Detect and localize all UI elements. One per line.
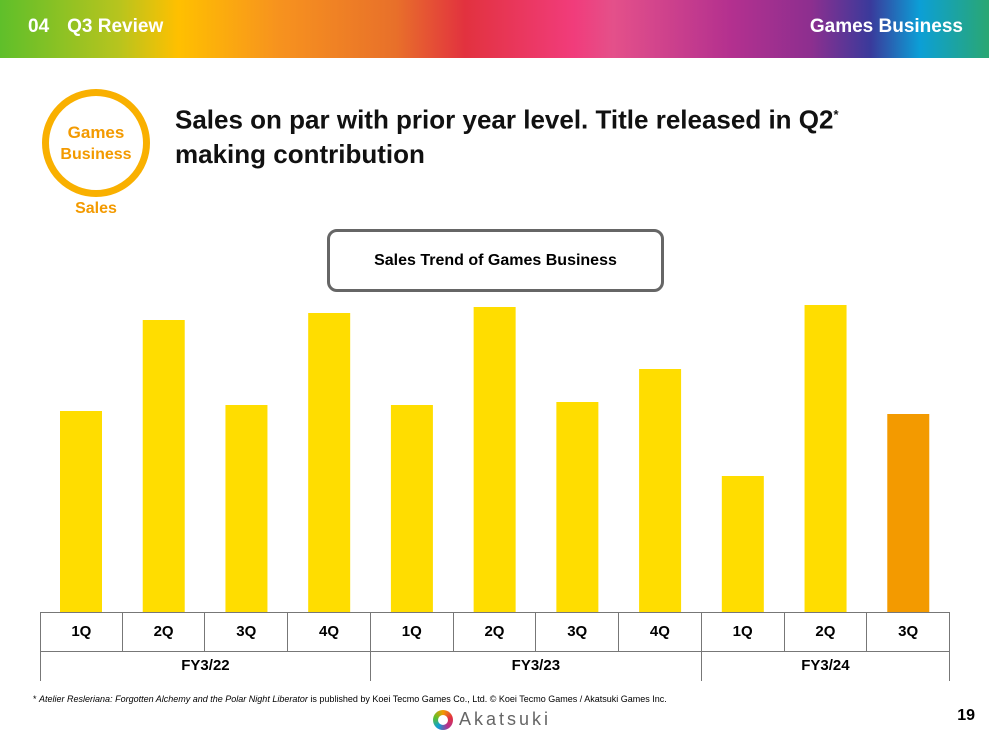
- category-label: 1Q: [702, 612, 785, 651]
- header-right: Games Business: [809, 16, 963, 37]
- badge-label: Sales: [75, 200, 117, 217]
- bar-4: [390, 405, 433, 612]
- group-label: FY3/22: [40, 651, 371, 681]
- category-label: 4Q: [288, 612, 371, 651]
- section-label: Q3 Review: [67, 16, 164, 37]
- category-label: 3Q: [205, 612, 289, 651]
- headline-footnote-mark: *: [833, 107, 839, 122]
- games-business-badge: Games Business: [42, 89, 150, 197]
- footnote-title: Atelier Resleriana: Forgotten Alchemy an…: [39, 694, 308, 704]
- category-label: 3Q: [536, 612, 620, 651]
- bar-9: [804, 305, 847, 612]
- akatsuki-logo: Akatsuki: [433, 709, 551, 730]
- section-number: 04: [28, 16, 50, 37]
- page-number: 19: [957, 707, 975, 724]
- badge-line1: Games: [67, 123, 125, 142]
- bar-7: [639, 369, 682, 612]
- category-label: 4Q: [619, 612, 702, 651]
- logo-text: Akatsuki: [459, 709, 552, 729]
- category-label: 2Q: [454, 612, 537, 651]
- bar-1: [142, 320, 185, 612]
- table-line: [40, 651, 950, 652]
- category-label: 1Q: [371, 612, 454, 651]
- group-label: FY3/23: [371, 651, 702, 681]
- bar-0: [60, 411, 102, 612]
- category-label: 1Q: [40, 612, 123, 651]
- header-banner: 04 Q3 Review Games Business: [0, 0, 989, 58]
- headline-line2: making contribution: [175, 138, 425, 169]
- footnote-mark: *: [33, 694, 37, 704]
- bar-5: [473, 307, 516, 612]
- category-label: 2Q: [785, 612, 868, 651]
- bar-2: [225, 405, 268, 612]
- bar-10: [887, 414, 930, 612]
- bar-3: [308, 313, 351, 612]
- footnote-text: is published by Koei Tecmo Games Co., Lt…: [307, 694, 667, 704]
- page-title: Sales on par with prior year level. Titl…: [175, 98, 839, 171]
- bar-6: [556, 402, 599, 612]
- section-title: 04 Q3 Review: [28, 16, 181, 38]
- headline-line1: Sales on par with prior year level. Titl…: [175, 104, 834, 135]
- badge-line2: Business: [60, 146, 132, 163]
- chart-title: Sales Trend of Games Business: [327, 229, 664, 292]
- category-label: 2Q: [123, 612, 206, 651]
- bar-8: [721, 476, 764, 612]
- footnote: * Atelier Resleriana: Forgotten Alchemy …: [33, 694, 667, 704]
- category-label: 3Q: [867, 612, 950, 651]
- group-label: FY3/24: [702, 651, 950, 681]
- table-line: [40, 612, 950, 613]
- logo-icon: [433, 709, 453, 730]
